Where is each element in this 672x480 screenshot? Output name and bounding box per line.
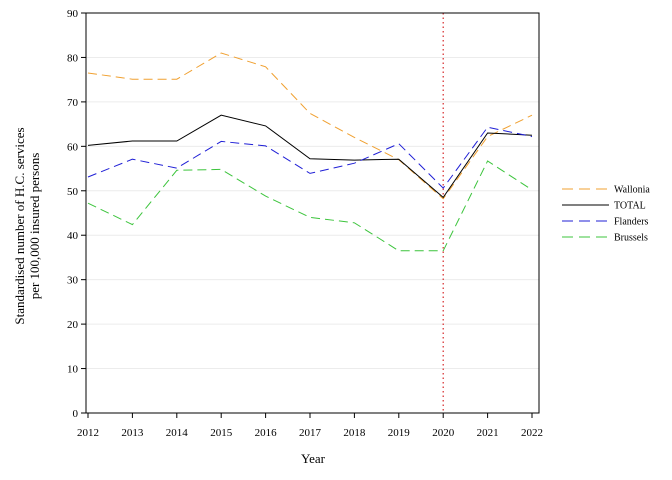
- y-axis-title-line-1: Standardised number of H.C. services: [12, 127, 27, 324]
- x-tick-label-2018: 2018: [343, 427, 366, 439]
- y-axis-title: Standardised number of H.C. services per…: [12, 127, 42, 324]
- x-tick-label-2021: 2021: [477, 427, 499, 439]
- series-line-flanders: [87, 126, 533, 189]
- legend-label-wallonia: Wallonia: [614, 185, 650, 196]
- gridlines: [86, 56, 539, 370]
- series-line-wallonia: [87, 52, 533, 200]
- y-tick-label-10: 10: [67, 364, 79, 376]
- x-tick-label-2013: 2013: [121, 427, 144, 439]
- series-line-brussels: [87, 160, 533, 252]
- y-tick-label-60: 60: [67, 141, 79, 153]
- x-axis-title: Year: [301, 451, 326, 466]
- plot-frame: [85, 12, 540, 414]
- y-tick-label-80: 80: [67, 52, 79, 64]
- x-tick-label-2019: 2019: [388, 427, 411, 439]
- y-tick-label-20: 20: [67, 319, 79, 331]
- legend-label-flanders: Flanders: [614, 217, 649, 228]
- x-tick-label-2014: 2014: [166, 427, 189, 439]
- axes: 0 10 20 30 40 50 60 70 80 90 2012 2013 2014 2015 2016 2…: [67, 8, 543, 439]
- x-tick-label-2012: 2012: [77, 427, 99, 439]
- x-tick-label-2022: 2022: [521, 427, 543, 439]
- y-tick-label-30: 30: [67, 275, 79, 287]
- y-tick-label-70: 70: [67, 97, 79, 109]
- legend-label-total: TOTAL: [614, 201, 646, 212]
- legend: Wallonia TOTAL Flanders Brussels: [562, 185, 650, 244]
- y-tick-label-0: 0: [73, 408, 79, 420]
- x-tick-label-2020: 2020: [432, 427, 455, 439]
- x-tick-label-2015: 2015: [210, 427, 233, 439]
- x-tick-label-2016: 2016: [255, 427, 278, 439]
- series-lines: [87, 52, 533, 252]
- y-tick-label-90: 90: [67, 8, 79, 20]
- y-axis-title-line-2: per 100,000 insured persons: [27, 153, 42, 300]
- x-tick-label-2017: 2017: [299, 427, 322, 439]
- series-line-total: [87, 114, 533, 199]
- y-tick-label-50: 50: [67, 186, 79, 198]
- y-tick-label-40: 40: [67, 230, 79, 242]
- legend-label-brussels: Brussels: [614, 233, 648, 244]
